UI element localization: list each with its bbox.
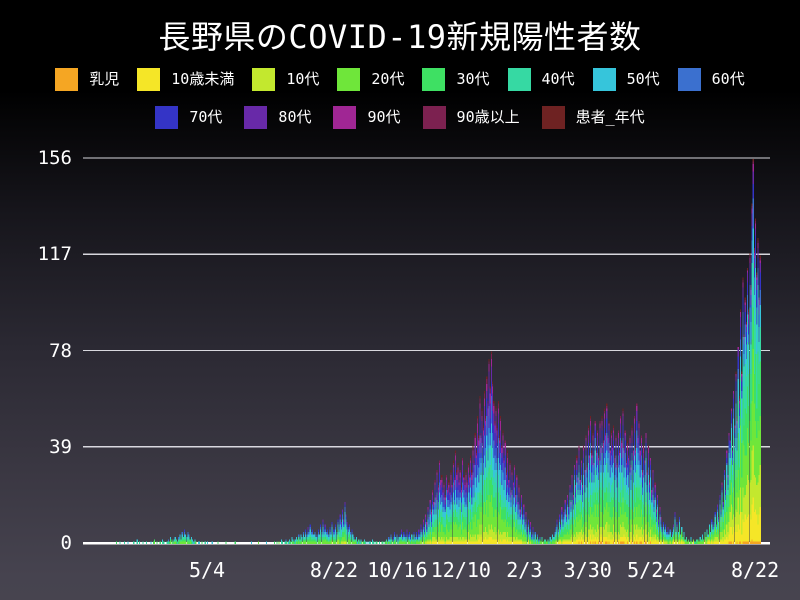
legend-label: 90歳以上 bbox=[456, 108, 520, 126]
plot-area bbox=[83, 157, 770, 545]
y-axis-tick-label: 39 bbox=[49, 435, 72, 458]
x-axis-tick-label: 2/3 bbox=[506, 558, 543, 582]
x-axis-tick-label: 12/10 bbox=[430, 558, 491, 582]
legend-swatch bbox=[422, 68, 446, 91]
legend-item: 10歳未満 bbox=[137, 68, 234, 91]
legend-item: 30代 bbox=[422, 68, 490, 91]
legend-item: 70代 bbox=[155, 106, 222, 129]
legend-swatch bbox=[592, 68, 616, 91]
legend-item: 40代 bbox=[507, 68, 575, 91]
legend-item: 20代 bbox=[337, 68, 404, 91]
legend-swatch bbox=[677, 68, 701, 91]
legend-swatch bbox=[422, 106, 446, 129]
legend-label: 患者_年代 bbox=[575, 108, 645, 126]
legend-label: 60代 bbox=[711, 70, 745, 88]
y-axis-tick-label: 0 bbox=[60, 532, 72, 554]
y-axis-tick-label: 78 bbox=[49, 339, 72, 362]
x-axis-tick-label: 10/16 bbox=[367, 558, 428, 582]
legend-label: 50代 bbox=[626, 70, 660, 88]
legend-row-1: 乳児 10歳未満 10代 20代 30代 40代 50代 60代 bbox=[0, 68, 800, 91]
chart-title: 長野県のCOVID-19新規陽性者数 bbox=[158, 18, 642, 56]
legend-item: 乳児 bbox=[55, 68, 119, 91]
x-axis-tick-label: 5/24 bbox=[627, 558, 676, 582]
legend-label: 90代 bbox=[367, 108, 401, 126]
legend-item: 80代 bbox=[244, 106, 311, 129]
x-axis-tick-label: 3/30 bbox=[563, 558, 612, 582]
legend-item: 患者_年代 bbox=[541, 106, 645, 129]
legend-swatch bbox=[541, 106, 565, 129]
x-axis-tick-label: 8/22 bbox=[730, 558, 780, 582]
legend-label: 40代 bbox=[541, 70, 575, 88]
legend-label: 10歳未満 bbox=[171, 70, 235, 88]
legend-swatch bbox=[244, 106, 268, 129]
legend-label: 30代 bbox=[456, 70, 490, 88]
y-axis-tick-label: 117 bbox=[37, 243, 72, 266]
legend-item: 50代 bbox=[592, 68, 660, 91]
legend-swatch bbox=[155, 106, 179, 129]
legend-item: 90代 bbox=[333, 106, 401, 129]
legend-item: 10代 bbox=[252, 68, 319, 91]
legend-label: 20代 bbox=[371, 70, 405, 88]
legend-swatch bbox=[137, 68, 161, 91]
y-axis-tick-label: 156 bbox=[37, 147, 72, 169]
x-axis-tick-label: 8/22 bbox=[309, 558, 359, 582]
legend-item: 60代 bbox=[677, 68, 745, 91]
legend-item: 90歳以上 bbox=[422, 106, 520, 129]
legend-swatch bbox=[337, 68, 361, 91]
legend-swatch bbox=[252, 68, 276, 91]
legend-swatch bbox=[507, 68, 531, 91]
legend-swatch bbox=[55, 68, 79, 91]
legend-row-2: 70代 80代 90代 90歳以上 患者_年代 bbox=[0, 106, 800, 129]
legend-label: 70代 bbox=[189, 108, 223, 126]
legend-swatch bbox=[333, 106, 357, 129]
legend-label: 乳児 bbox=[89, 70, 120, 88]
legend-label: 10代 bbox=[286, 70, 320, 88]
x-axis-tick-label: 5/4 bbox=[188, 558, 226, 582]
legend-label: 80代 bbox=[278, 108, 312, 126]
